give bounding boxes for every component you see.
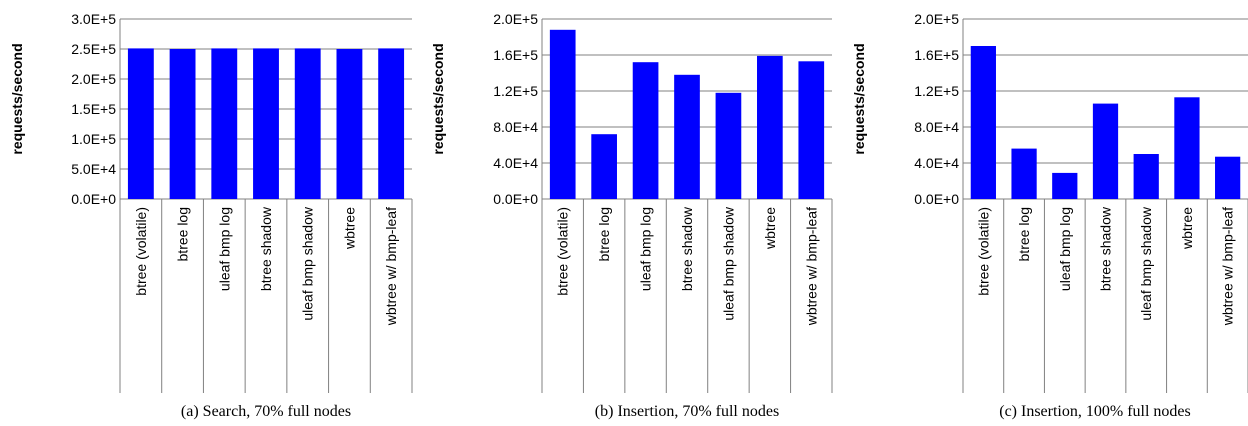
bar xyxy=(169,49,196,199)
bar xyxy=(757,55,783,200)
y-axis-title: requests/second xyxy=(9,43,25,154)
bar xyxy=(1011,148,1037,199)
y-tick-label: 5.0E+4 xyxy=(71,161,116,177)
x-tick-label: btree shadow xyxy=(679,206,695,291)
y-tick-label: 8.0E+4 xyxy=(914,119,959,135)
bar xyxy=(970,46,996,199)
bar xyxy=(294,48,321,200)
x-tick-label: btree shadow xyxy=(1098,206,1114,291)
y-tick-label: 2.0E+5 xyxy=(493,11,538,27)
x-tick-label: uleaf bmp shadow xyxy=(300,206,316,321)
x-tick-label: uleaf bmp log xyxy=(1057,207,1073,291)
x-tick-label: btree shadow xyxy=(258,206,274,291)
x-tick-label: uleaf bmp shadow xyxy=(720,206,736,321)
y-tick-label: 2.0E+5 xyxy=(914,11,959,27)
y-tick-label: 1.6E+5 xyxy=(493,47,538,63)
bar xyxy=(798,61,825,199)
x-tick-label: wbtree w/ bmp-leaf xyxy=(383,207,399,326)
x-tick-label: wbtree w/ bmp-leaf xyxy=(1220,207,1236,326)
x-tick-label: wbtree xyxy=(1179,207,1195,250)
x-tick-label: btree log xyxy=(596,207,612,261)
x-tick-label: btree log xyxy=(175,207,191,261)
x-tick-label: uleaf bmp log xyxy=(216,207,232,291)
x-tick-label: uleaf bmp shadow xyxy=(1138,206,1154,321)
y-tick-label: 4.0E+4 xyxy=(914,155,959,171)
chart-panel-3: 0.0E+0 4.0E+4 8.0E+4 1.2E+5 1.6E+5 2.0E+5 btre… xyxy=(851,11,1248,420)
y-tick-label: 1.2E+5 xyxy=(914,83,959,99)
y-tick-label: 0.0E+0 xyxy=(71,191,116,207)
chart-panel-2: 0.0E+0 4.0E+4 8.0E+4 1.2E+5 1.6E+5 2.0E+5 btre… xyxy=(430,11,833,420)
chart-caption: (b) Insertion, 70% full nodes xyxy=(595,403,779,420)
chart-caption: (a) Search, 70% full nodes xyxy=(181,403,351,420)
bar xyxy=(549,29,576,199)
y-tick-label: 2.5E+5 xyxy=(71,41,116,57)
y-tick-label: 0.0E+0 xyxy=(493,191,538,207)
y-tick-label: 1.5E+5 xyxy=(71,101,116,117)
x-tick-label: uleaf bmp log xyxy=(638,207,654,291)
y-axis-title: requests/second xyxy=(851,43,867,154)
bar xyxy=(632,62,659,200)
bar xyxy=(1092,103,1119,199)
y-tick-label: 1.0E+5 xyxy=(71,131,116,147)
bar xyxy=(1215,156,1241,199)
chart-caption: (c) Insertion, 100% full nodes xyxy=(999,403,1191,420)
bar xyxy=(1133,154,1159,199)
x-tick-label: wbtree xyxy=(762,207,778,250)
bar xyxy=(378,48,405,200)
y-tick-label: 1.6E+5 xyxy=(914,47,959,63)
bar xyxy=(253,48,279,200)
y-tick-label: 2.0E+5 xyxy=(71,71,116,87)
bar xyxy=(211,48,238,200)
bar xyxy=(674,74,700,199)
x-tick-label: wbtree w/ bmp-leaf xyxy=(803,207,819,326)
bar xyxy=(1174,97,1200,199)
y-tick-label: 3.0E+5 xyxy=(71,11,116,27)
bar xyxy=(336,49,363,199)
bar xyxy=(591,134,617,199)
x-tick-label: wbtree xyxy=(341,207,357,250)
y-tick-label: 8.0E+4 xyxy=(493,119,538,135)
bar xyxy=(1052,172,1078,199)
x-tick-label: btree log xyxy=(1016,207,1032,261)
y-tick-label: 1.2E+5 xyxy=(493,83,538,99)
bar xyxy=(715,92,742,199)
y-axis-title: requests/second xyxy=(430,43,446,154)
chart-panel-1: 0.0E+0 5.0E+4 1.0E+5 1.5E+5 2.0E+5 2.5E+5 3.0E… xyxy=(9,11,413,420)
y-tick-label: 4.0E+4 xyxy=(493,155,538,171)
x-tick-label: btree (volatile) xyxy=(133,207,149,296)
x-tick-label: btree (volatile) xyxy=(975,207,991,296)
y-tick-label: 0.0E+0 xyxy=(914,191,959,207)
x-tick-label: btree (volatile) xyxy=(555,207,571,296)
bar xyxy=(127,48,154,200)
